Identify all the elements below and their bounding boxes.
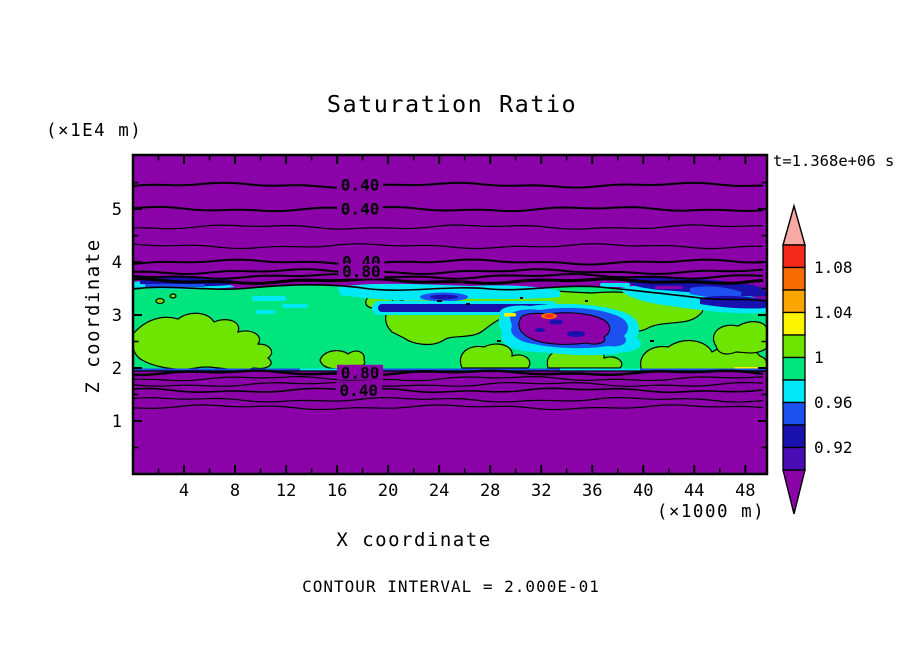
x-tick-label: 8 bbox=[230, 481, 240, 501]
colorbar-segment bbox=[782, 401, 806, 426]
contour-line bbox=[133, 268, 764, 276]
time-stamp-label: t=1.368e+06 s bbox=[773, 152, 894, 170]
x-tick-label: 28 bbox=[480, 481, 500, 501]
y-tick-label: 5 bbox=[112, 200, 122, 220]
colorbar-top-arrow bbox=[782, 203, 806, 246]
colorbar-tick-label: 0.96 bbox=[814, 393, 853, 412]
filled-contour-regions bbox=[133, 276, 767, 372]
contour-line bbox=[133, 381, 764, 388]
chart-title: Saturation Ratio bbox=[327, 90, 577, 118]
x-tick-label: 24 bbox=[429, 481, 449, 501]
contour-line bbox=[133, 243, 764, 250]
y-tick-label: 2 bbox=[112, 359, 122, 379]
colorbar-segment bbox=[782, 334, 806, 359]
colorbar-tick-label: 1.08 bbox=[814, 258, 853, 277]
contour-label: 0.80 bbox=[342, 262, 381, 281]
colorbar-segment bbox=[782, 311, 806, 336]
contour-line bbox=[133, 369, 764, 377]
colorbar-segment bbox=[782, 244, 806, 269]
colorbar-bottom-arrow bbox=[782, 469, 806, 515]
band-purple-inclusion bbox=[498, 303, 641, 356]
band-bottom-strip bbox=[133, 368, 767, 372]
x-tick-label: 12 bbox=[276, 481, 296, 501]
contour-line bbox=[133, 224, 763, 230]
contour-label: 0.40 bbox=[341, 200, 380, 219]
x-tick-label: 20 bbox=[378, 481, 398, 501]
figure-text: Saturation Ratio (×1E4 m) t=1.368e+06 s … bbox=[46, 90, 894, 596]
contour-line bbox=[133, 258, 764, 266]
y-axis-unit-label: (×1E4 m) bbox=[46, 121, 142, 141]
y-tick-label: 1 bbox=[112, 412, 122, 432]
colorbar: 1.08 1.04 1 0.96 0.92 bbox=[782, 203, 853, 515]
contour-label-background bbox=[337, 177, 384, 193]
colorbar-segment bbox=[782, 379, 806, 404]
y-axis-title: Z coordinate bbox=[82, 238, 104, 393]
contour-line bbox=[133, 181, 764, 189]
contour-line bbox=[133, 272, 764, 280]
contour-line bbox=[133, 277, 764, 285]
x-tick-label: 16 bbox=[327, 481, 347, 501]
y-tick-label: 4 bbox=[112, 253, 122, 273]
x-tick-label: 32 bbox=[531, 481, 551, 501]
contour-specks bbox=[437, 297, 654, 342]
colorbar-tick-label: 0.92 bbox=[814, 438, 853, 457]
x-tick-label: 44 bbox=[684, 481, 704, 501]
band-top-edge-contour bbox=[133, 283, 767, 302]
colorbar-segment bbox=[782, 356, 806, 381]
axis-ticks bbox=[133, 155, 767, 474]
x-axis-title: X coordinate bbox=[336, 529, 491, 551]
x-tick-label: 4 bbox=[179, 481, 189, 501]
x-tick-label: 40 bbox=[633, 481, 653, 501]
contour-label-background bbox=[337, 201, 384, 217]
colorbar-segment bbox=[782, 266, 806, 291]
contour-label-background bbox=[338, 263, 385, 279]
contour-label-background bbox=[337, 364, 384, 380]
colorbar-tick-label: 1.04 bbox=[814, 303, 853, 322]
x-tick-label: 36 bbox=[582, 481, 602, 501]
colorbar-tick-label: 1 bbox=[814, 348, 824, 367]
contour-label: 0.40 bbox=[341, 176, 380, 195]
contour-label: 0.80 bbox=[341, 363, 380, 382]
contour-label: 0.40 bbox=[340, 381, 379, 400]
contour-line bbox=[133, 205, 764, 213]
contour-lines bbox=[133, 181, 764, 411]
contour-line bbox=[133, 387, 764, 394]
contour-value-labels: 0.400.400.400.800.800.40 bbox=[335, 176, 385, 400]
contour-line bbox=[133, 396, 764, 403]
contour-line bbox=[133, 404, 764, 411]
x-axis-unit-label: (×1000 m) bbox=[657, 502, 765, 522]
y-tick-label: 3 bbox=[112, 306, 122, 326]
contour-interval-label: CONTOUR INTERVAL = 2.000E-01 bbox=[302, 577, 600, 596]
colorbar-segment bbox=[782, 446, 806, 471]
contour-label-background bbox=[335, 382, 382, 398]
colorbar-segment bbox=[782, 289, 806, 314]
colorbar-segment bbox=[782, 424, 806, 449]
contour-line bbox=[133, 375, 764, 382]
x-tick-label: 48 bbox=[735, 481, 755, 501]
